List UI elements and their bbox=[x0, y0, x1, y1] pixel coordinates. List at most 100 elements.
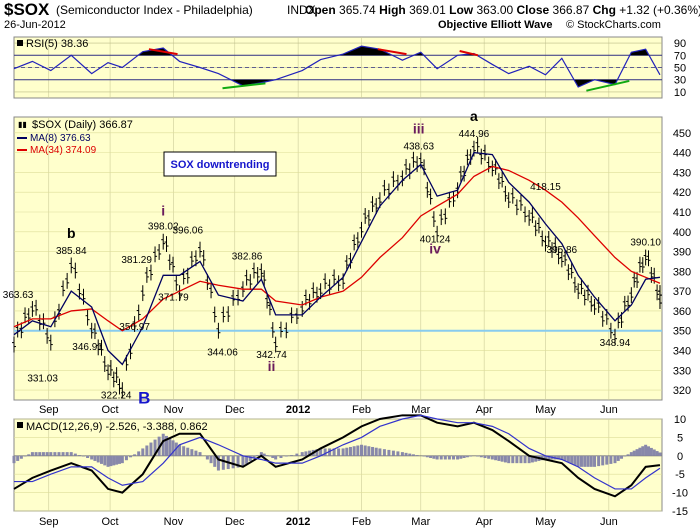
macd-histogram-bar bbox=[164, 435, 168, 456]
macd-histogram-bar bbox=[652, 449, 656, 456]
price-tick-label: 330 bbox=[673, 365, 691, 377]
close-value: 366.87 bbox=[552, 3, 590, 17]
price-value-label: 322.24 bbox=[101, 391, 132, 402]
price-xtick-label: Jun bbox=[600, 404, 618, 416]
macd-histogram-bar bbox=[597, 455, 601, 467]
macd-histogram-bar bbox=[487, 455, 491, 459]
bearish-divergence-line bbox=[377, 48, 407, 56]
macd-line bbox=[13, 414, 661, 498]
macd-histogram-bar bbox=[256, 455, 260, 456]
price-xtick-label: Dec bbox=[225, 404, 245, 416]
macd-histogram-bar bbox=[284, 455, 288, 457]
macd-histogram-bar bbox=[534, 455, 538, 462]
price-tick-label: 420 bbox=[673, 187, 691, 199]
price-panel bbox=[13, 116, 663, 401]
rsi-tick-label: 30 bbox=[674, 75, 686, 87]
price-legend-bar-icon: ▮▮ bbox=[18, 120, 27, 129]
macd-histogram-bar bbox=[61, 452, 65, 456]
macd-histogram-bar bbox=[432, 455, 436, 459]
chart-description: (Semiconductor Index - Philadelphia) bbox=[56, 3, 253, 17]
price-tick-label: 390 bbox=[673, 247, 691, 259]
annotation-box bbox=[163, 151, 277, 177]
bullish-divergence-line bbox=[222, 82, 266, 90]
price-value-label: 396.06 bbox=[172, 226, 203, 237]
macd-histogram-bar bbox=[115, 455, 119, 465]
macd-histogram-bar bbox=[279, 455, 283, 459]
macd-histogram-bar bbox=[415, 455, 419, 456]
rsi-tick-label: 70 bbox=[674, 50, 686, 62]
macd-histogram-bar bbox=[435, 455, 439, 460]
macd-histogram-bar bbox=[82, 455, 86, 457]
macd-histogram-bar bbox=[586, 455, 590, 467]
macd-histogram-bar bbox=[593, 455, 597, 467]
macd-histogram-bar bbox=[341, 448, 345, 456]
macd-histogram-bar bbox=[378, 448, 382, 456]
open-value: 365.74 bbox=[339, 3, 376, 17]
wave-label-ii: ii bbox=[268, 358, 276, 374]
macd-tick-label: 0 bbox=[677, 451, 683, 463]
chart-symbol-title: $SOX bbox=[4, 0, 50, 19]
macd-histogram-bar bbox=[563, 455, 567, 461]
macd-histogram-bar bbox=[500, 455, 504, 462]
macd-histogram-bar bbox=[387, 449, 391, 456]
price-value-label: 398.02 bbox=[148, 222, 179, 233]
price-tick-label: 410 bbox=[673, 207, 691, 219]
macd-histogram-bar bbox=[129, 455, 133, 458]
watermark: Objective Elliott Wave bbox=[438, 19, 553, 31]
macd-histogram-bar bbox=[570, 455, 574, 464]
macd-tick-label: -15 bbox=[672, 506, 688, 518]
price-legend-entry: MA(34) 374.09 bbox=[30, 145, 97, 156]
macd-xtick-label: Oct bbox=[102, 516, 119, 528]
macd-histogram-bar bbox=[629, 452, 633, 456]
macd-histogram-bar bbox=[262, 453, 266, 456]
chart-date: 26-Jun-2012 bbox=[4, 19, 66, 31]
macd-histogram-bar bbox=[236, 455, 240, 468]
macd-histogram-bar bbox=[400, 452, 404, 456]
macd-histogram-bar bbox=[198, 452, 202, 456]
macd-histogram-bar bbox=[371, 446, 375, 456]
macd-histogram-bar bbox=[171, 440, 175, 456]
macd-histogram-bar bbox=[356, 445, 360, 456]
macd-histogram-bar bbox=[19, 455, 23, 459]
macd-histogram-bar bbox=[182, 446, 186, 456]
macd-histogram-bar bbox=[252, 455, 256, 459]
macd-histogram-bar bbox=[290, 455, 294, 456]
macd-histogram-bar bbox=[96, 455, 100, 463]
price-xtick-label: May bbox=[535, 404, 556, 416]
macd-histogram-bar bbox=[411, 454, 415, 456]
macd-histogram-bar bbox=[439, 455, 443, 460]
price-xtick-label: Mar bbox=[411, 404, 430, 416]
macd-legend-swatch bbox=[17, 422, 23, 428]
macd-histogram-bar bbox=[133, 454, 137, 456]
price-xtick-label: Sep bbox=[39, 404, 59, 416]
rsi-tick-label: 10 bbox=[674, 87, 686, 99]
chg-label: Chg bbox=[592, 3, 616, 17]
macd-histogram-bar bbox=[168, 438, 172, 456]
macd-histogram-bar bbox=[616, 455, 620, 461]
price-value-label: 390.10 bbox=[630, 237, 661, 248]
bearish-divergence-line bbox=[148, 48, 178, 56]
rsi-tick-label: 50 bbox=[674, 63, 686, 75]
macd-histogram-bar bbox=[304, 451, 308, 456]
macd-histogram-bar bbox=[73, 453, 77, 456]
macd-histogram-bar bbox=[53, 452, 57, 456]
macd-histogram-bar bbox=[422, 455, 426, 457]
macd-histogram-bar bbox=[479, 455, 483, 458]
price-tick-label: 350 bbox=[673, 326, 691, 338]
price-value-label: 382.86 bbox=[232, 252, 263, 263]
macd-histogram-bar bbox=[443, 455, 447, 460]
low-value: 363.00 bbox=[476, 3, 514, 17]
macd-xtick-label: Jun bbox=[600, 516, 618, 528]
macd-histogram-bar bbox=[161, 433, 165, 456]
macd-histogram-bar bbox=[623, 455, 627, 457]
ma34-line bbox=[13, 165, 661, 332]
bearish-divergence-line bbox=[459, 50, 479, 57]
price-tick-label: 320 bbox=[673, 385, 691, 397]
macd-histogram-bar bbox=[451, 455, 455, 460]
macd-histogram-bar bbox=[579, 455, 583, 467]
macd-histogram-bar bbox=[459, 455, 463, 459]
macd-histogram-bar bbox=[271, 455, 275, 459]
macd-histogram-bar bbox=[447, 455, 451, 460]
price-tick-label: 400 bbox=[673, 227, 691, 239]
macd-histogram-bar bbox=[328, 448, 332, 456]
